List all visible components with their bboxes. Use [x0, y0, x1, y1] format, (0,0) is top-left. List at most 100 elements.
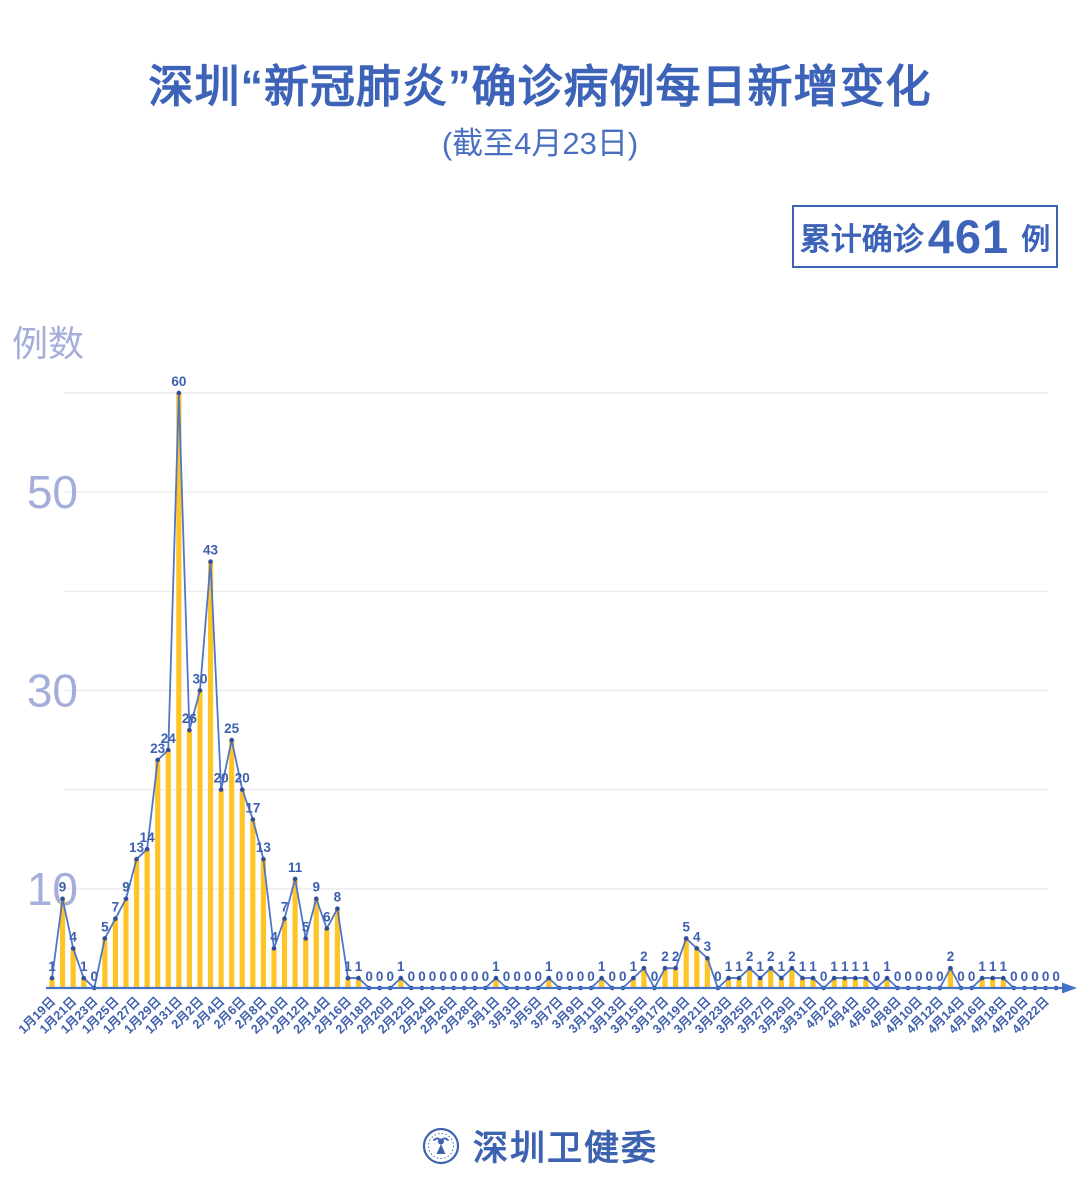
- svg-text:0: 0: [904, 969, 912, 984]
- svg-text:7: 7: [281, 900, 289, 915]
- svg-text:0: 0: [1031, 969, 1039, 984]
- svg-text:1: 1: [862, 959, 870, 974]
- svg-text:0: 0: [915, 969, 923, 984]
- svg-text:23: 23: [150, 741, 166, 756]
- svg-text:0: 0: [439, 969, 447, 984]
- y-axis-unit-label: 例数: [12, 323, 85, 364]
- badge-value: 461: [927, 210, 1010, 263]
- svg-text:1: 1: [989, 959, 997, 974]
- svg-text:0: 0: [418, 969, 426, 984]
- svg-text:0: 0: [408, 969, 416, 984]
- svg-text:0: 0: [619, 969, 627, 984]
- svg-text:17: 17: [245, 800, 260, 815]
- svg-text:30: 30: [27, 664, 78, 716]
- page-subtitle: (截至4月23日): [441, 126, 639, 161]
- svg-text:1: 1: [883, 959, 891, 974]
- svg-text:10: 10: [27, 863, 78, 915]
- svg-text:0: 0: [714, 969, 722, 984]
- badge-label: 累计确诊: [799, 222, 924, 257]
- svg-text:0: 0: [503, 969, 511, 984]
- svg-text:0: 0: [1021, 969, 1029, 984]
- svg-text:1: 1: [492, 959, 500, 974]
- svg-text:14: 14: [140, 830, 156, 845]
- svg-text:0: 0: [513, 969, 521, 984]
- svg-text:0: 0: [429, 969, 437, 984]
- svg-text:2: 2: [788, 949, 796, 964]
- svg-text:0: 0: [460, 969, 468, 984]
- svg-text:3: 3: [704, 939, 712, 954]
- svg-text:1: 1: [630, 959, 638, 974]
- svg-text:1: 1: [355, 959, 363, 974]
- svg-text:1: 1: [978, 959, 986, 974]
- svg-text:30: 30: [192, 671, 207, 686]
- cumulative-confirmed-badge: 累计确诊 461 例: [792, 205, 1058, 268]
- svg-text:20: 20: [214, 771, 229, 786]
- svg-text:0: 0: [894, 969, 902, 984]
- svg-text:20: 20: [235, 771, 250, 786]
- footer-org-name: 深圳卫健委: [472, 1129, 658, 1168]
- svg-text:1: 1: [830, 959, 838, 974]
- svg-text:13: 13: [256, 840, 272, 855]
- svg-text:4: 4: [69, 929, 77, 944]
- svg-text:2: 2: [767, 949, 775, 964]
- svg-text:13: 13: [129, 840, 145, 855]
- svg-text:1: 1: [1000, 959, 1008, 974]
- svg-text:2: 2: [640, 949, 648, 964]
- svg-text:1: 1: [725, 959, 733, 974]
- svg-text:2: 2: [661, 949, 669, 964]
- svg-text:4: 4: [693, 929, 701, 944]
- svg-text:0: 0: [873, 969, 881, 984]
- svg-text:0: 0: [471, 969, 479, 984]
- svg-text:24: 24: [161, 731, 177, 746]
- svg-text:1: 1: [841, 959, 849, 974]
- footer: 深圳卫健委: [0, 1120, 1080, 1171]
- svg-text:11: 11: [288, 860, 303, 875]
- svg-text:9: 9: [59, 880, 67, 895]
- svg-text:0: 0: [482, 969, 490, 984]
- svg-text:1: 1: [735, 959, 743, 974]
- svg-text:8: 8: [334, 890, 342, 905]
- svg-text:1: 1: [756, 959, 764, 974]
- shenzhen-health-commission-logo: [422, 1127, 460, 1164]
- svg-text:1: 1: [809, 959, 817, 974]
- svg-text:0: 0: [957, 969, 965, 984]
- svg-text:25: 25: [224, 721, 240, 736]
- svg-text:60: 60: [171, 374, 186, 389]
- svg-text:5: 5: [682, 919, 690, 934]
- svg-text:1: 1: [545, 959, 553, 974]
- svg-text:2: 2: [947, 949, 955, 964]
- svg-text:1: 1: [799, 959, 807, 974]
- svg-text:4: 4: [270, 929, 278, 944]
- svg-text:0: 0: [386, 969, 394, 984]
- badge-unit: 例: [1021, 223, 1051, 256]
- svg-text:0: 0: [608, 969, 616, 984]
- svg-text:0: 0: [577, 969, 585, 984]
- svg-text:5: 5: [101, 919, 109, 934]
- svg-text:0: 0: [968, 969, 976, 984]
- svg-text:26: 26: [182, 711, 198, 726]
- svg-text:0: 0: [566, 969, 574, 984]
- svg-text:0: 0: [820, 969, 828, 984]
- svg-text:1: 1: [852, 959, 860, 974]
- svg-text:6: 6: [323, 909, 331, 924]
- svg-text:0: 0: [1010, 969, 1018, 984]
- svg-text:0: 0: [1042, 969, 1050, 984]
- page-title: 深圳“新冠肺炎”确诊病例每日新增变化: [148, 61, 932, 112]
- svg-text:0: 0: [376, 969, 384, 984]
- svg-text:0: 0: [1052, 969, 1060, 984]
- svg-text:0: 0: [587, 969, 595, 984]
- svg-text:0: 0: [926, 969, 934, 984]
- svg-text:0: 0: [524, 969, 532, 984]
- svg-text:0: 0: [556, 969, 564, 984]
- svg-text:0: 0: [365, 969, 373, 984]
- svg-text:5: 5: [302, 919, 310, 934]
- svg-text:1: 1: [598, 959, 606, 974]
- svg-text:1: 1: [344, 959, 352, 974]
- svg-text:1: 1: [48, 959, 56, 974]
- svg-text:2: 2: [746, 949, 754, 964]
- svg-text:0: 0: [534, 969, 542, 984]
- svg-text:50: 50: [27, 466, 78, 518]
- svg-text:1: 1: [80, 959, 88, 974]
